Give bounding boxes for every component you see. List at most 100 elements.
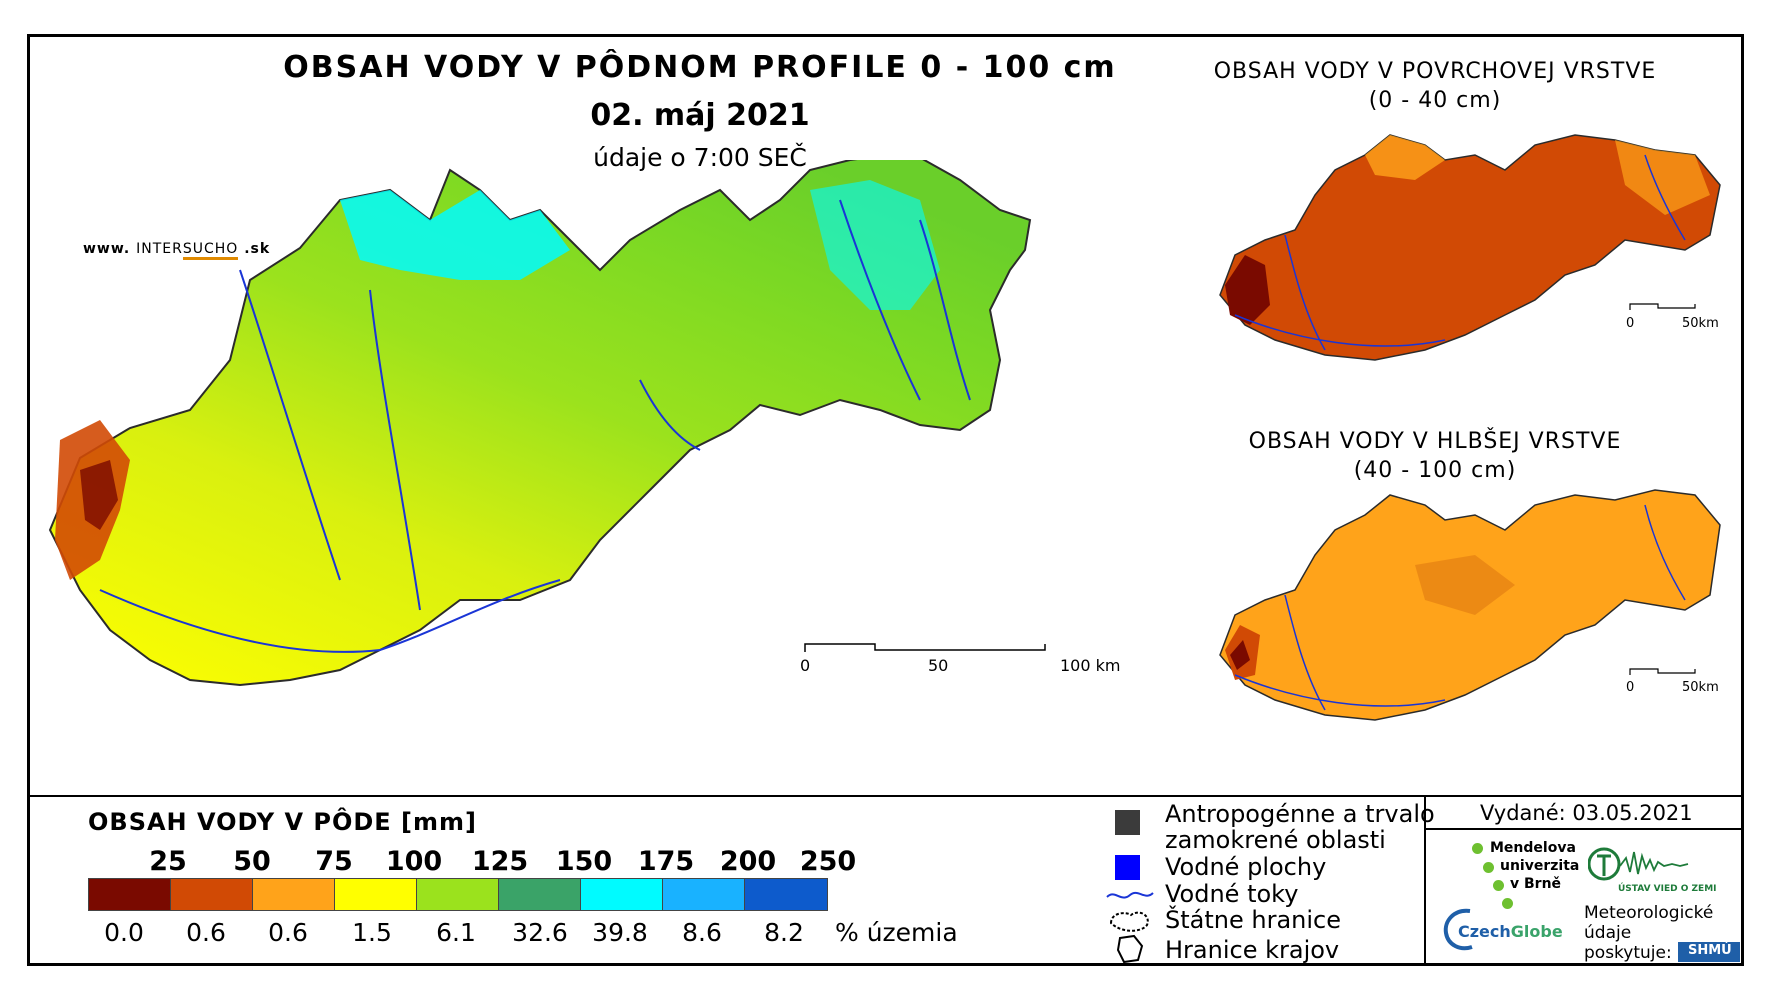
uvzz-logo-text: ÚSTAV VIED O ZEMI [1618,884,1717,894]
legend-threshold: 50 [233,846,271,877]
legend-title: OBSAH VODY V PÔDE [mm] [88,808,478,836]
legend-class-swatch [171,879,253,910]
state-border-label: Štátne hranice [1165,906,1341,934]
mendel-logo-text-3: v Brně [1510,876,1562,892]
main-scale-label-100: 100 km [1060,656,1121,675]
legend-threshold: 125 [471,846,529,877]
mendel-dot-icon [1493,880,1504,891]
legend-percentage: 0.0 [104,918,144,947]
meteo-provider-label-3: poskytuje: [1584,943,1672,963]
deep-rivers [1234,504,1686,711]
legend-threshold: 75 [315,846,353,877]
main-map-title: OBSAH VODY V PÔDNOM PROFILE 0 - 100 cm [283,50,1117,85]
surface-map-title: OBSAH VODY V POVRCHOVEJ VRSTVE (0 - 40 c… [1175,57,1695,115]
shmu-logo-icon [1678,942,1740,962]
legend-percentage: 0.6 [186,918,226,947]
legend-percentage: 8.6 [682,918,722,947]
urban-area-label-1: Antropogénne a trvalo [1165,800,1435,828]
legend-class-swatch [745,879,827,910]
legend-threshold: 25 [149,846,187,877]
legend-threshold: 250 [799,846,857,877]
czechglobe-logo-icon [1443,908,1473,951]
legend-percentage: 6.1 [436,918,476,947]
legend-percentage: 0.6 [268,918,308,947]
surface-rivers [1234,154,1686,351]
surface-scale-label-0: 0 [1626,316,1635,331]
czechglobe-logo-text-b: Globe [1510,922,1563,941]
meteo-provider-label-1: Meteorologické [1584,903,1714,923]
legend-panel [27,795,1744,966]
czechglobe-logo-text-a: Czech [1458,922,1511,941]
surface-layer-map [1219,134,1721,361]
deep-darker-zone [1415,555,1515,615]
surface-scale-bar [1629,303,1696,310]
website-prefix: www. [83,241,131,257]
issued-date: Vydané: 03.05.2021 [1480,801,1693,825]
mendel-dot-icon [1483,862,1494,873]
uvzz-logo-icon [1588,847,1689,881]
deep-scale-label-0: 0 [1626,680,1635,695]
surface-map-title-line2: (0 - 40 cm) [1368,88,1502,113]
legend-percentage: 8.2 [764,918,804,947]
deep-layer-map [1219,489,1721,721]
mendel-logo-text-2: univerzita [1500,858,1580,874]
main-scale-label-0: 0 [800,656,811,675]
main-soil-moisture-map [48,160,1032,687]
main-scale-bar [804,643,1046,652]
legend-threshold: 175 [637,846,695,877]
website-link[interactable]: www. INTERSUCHO .sk [83,241,271,260]
water-bodies-label: Vodné plochy [1165,853,1327,881]
surface-dry-zone-southwest [1225,255,1270,325]
rivers-label: Vodné toky [1165,880,1299,908]
mendel-dot-icon [1502,898,1513,909]
legend-class-swatch [335,879,417,910]
issued-divider [1424,795,1426,966]
legend-threshold: 150 [555,846,613,877]
surface-map-title-line1: OBSAH VODY V POVRCHOVEJ VRSTVE [1213,59,1657,84]
deep-scale-label-50: 50km [1682,680,1719,695]
shmu-logo-text: SHMÚ [1688,943,1732,958]
mendel-logo-text-1: Mendelova [1490,840,1576,856]
very-dry-zone-southwest [80,460,118,530]
surface-moist-zone-north [1365,135,1445,180]
region-border-label: Hranice krajov [1165,936,1340,964]
legend-class-swatch [253,879,335,910]
legend-class-swatch [499,879,581,910]
website-brand-accent: SUCHO [182,241,239,260]
main-scale-label-50: 50 [928,656,949,675]
state-border-symbol [1109,911,1149,932]
website-suffix: .sk [244,241,271,257]
main-rivers [99,199,971,653]
legend-class-swatch [663,879,745,910]
water-body-swatch [1115,855,1140,880]
surface-moist-zone-east [1615,140,1710,215]
legend-class-swatch [89,879,171,910]
deep-map-title: OBSAH VODY V HLBŠEJ VRSTVE (40 - 100 cm) [1175,427,1695,485]
meteo-provider-label-2: údaje [1584,923,1632,943]
legend-percentage: 39.8 [592,918,648,947]
urban-area-label-2: zamokrené oblasti [1165,826,1386,854]
czechglobe-logo-text: CzechGlobe [1458,922,1563,941]
main-map-date: 02. máj 2021 [590,98,810,133]
wet-zone-east [810,180,940,310]
legend-threshold: 100 [385,846,443,877]
legend-percentage: 32.6 [512,918,568,947]
legend-color-scale [88,878,828,911]
legend-percentage: 1.5 [352,918,392,947]
deep-scale-bar [1629,668,1696,675]
mendel-dot-icon [1472,843,1483,854]
region-border-symbol [1116,934,1144,964]
deep-map-title-line2: (40 - 100 cm) [1353,458,1517,483]
issued-underline [1426,828,1744,830]
legend-class-swatch [581,879,663,910]
surface-scale-label-50: 50km [1682,316,1719,331]
wet-zone-north [340,190,570,280]
legend-class-swatch [417,879,499,910]
river-symbol [1106,891,1154,899]
legend-threshold: 200 [719,846,777,877]
deep-very-dry-zone [1230,640,1250,670]
legend-percent-unit: % územia [835,918,958,947]
website-brand: INTER [136,241,183,257]
urban-area-swatch [1115,810,1140,835]
deep-map-title-line1: OBSAH VODY V HLBŠEJ VRSTVE [1248,429,1622,454]
